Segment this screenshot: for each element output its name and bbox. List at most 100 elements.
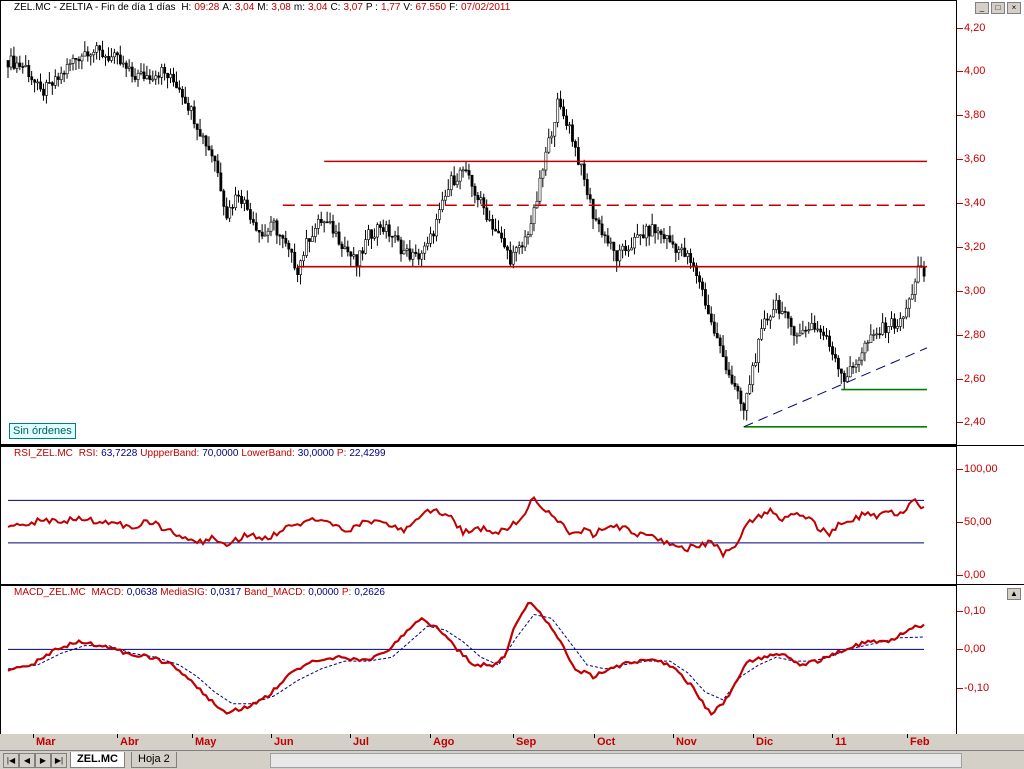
x-tick-label: Jul (353, 736, 369, 748)
candle-body (12, 55, 16, 69)
candle-body (532, 207, 536, 225)
next-sheet-icon[interactable]: ▶ (35, 753, 51, 768)
price-field-label: m: (293, 2, 305, 13)
candle-body (118, 54, 122, 65)
candle-body (104, 55, 108, 58)
candle-body (860, 352, 864, 361)
price-field-value: 3,07 (343, 2, 363, 13)
candle-body (53, 76, 57, 86)
first-sheet-icon[interactable]: |◀ (3, 753, 19, 768)
horizontal-scrollbar[interactable] (270, 753, 962, 768)
candle-body (133, 76, 137, 80)
candle-body (603, 234, 607, 237)
macd-line (7, 601, 925, 717)
candle-body (272, 220, 276, 223)
candle-body (65, 64, 69, 75)
price-chart[interactable] (0, 0, 957, 445)
candle-body (275, 220, 279, 236)
close-icon[interactable]: × (1007, 2, 1021, 14)
candle-body (854, 363, 858, 368)
candle-body (656, 230, 660, 234)
candle-body (213, 155, 217, 162)
candle-body (529, 223, 533, 235)
candle-body (121, 62, 125, 65)
price-header: ZEL.MC - ZELTIA - Fin de día 1 días H: 09… (14, 2, 513, 13)
price-field-value: 09:28 (194, 2, 220, 13)
x-tick-label: Oct (597, 736, 616, 748)
candle-body (98, 45, 102, 51)
candle-body (148, 75, 152, 80)
candle-body (686, 253, 690, 257)
candle-body (263, 234, 267, 237)
y-tick (957, 610, 963, 612)
candle-body (358, 250, 362, 267)
macd-y-axis: 0,10 0,00 -0,10 (957, 585, 1024, 735)
trend-line[interactable] (743, 347, 928, 428)
sheet-tab-bar: |◀ ◀ ▶ ▶| ZEL.MC Hoja 2 (0, 750, 1024, 769)
candle-body (701, 281, 704, 290)
macd-chart[interactable] (0, 585, 957, 735)
candle-body (305, 238, 308, 256)
candle-body (361, 250, 365, 254)
candle-body (523, 236, 527, 248)
price-y-axis: 4,20 4,00 3,80 3,60 3,40 3,20 3,00 2,80 2,60 2,40 (957, 0, 1024, 445)
candle-body (878, 333, 882, 336)
candle-body (715, 332, 719, 339)
candle-body (334, 231, 338, 234)
y-tick-label: 3,20 (964, 240, 986, 253)
y-tick-label: 2,40 (964, 416, 986, 429)
candle-body (169, 73, 173, 79)
candle-body (384, 224, 388, 232)
candle-body (219, 172, 223, 192)
orders-badge[interactable]: Sin órdenes (9, 423, 76, 439)
tab-hoja-2[interactable]: Hoja 2 (131, 752, 177, 768)
candle-body (473, 186, 477, 196)
prev-sheet-icon[interactable]: ◀ (19, 753, 35, 768)
macd-field-label: P: (341, 587, 352, 598)
price-plot-area[interactable] (0, 0, 957, 445)
candle-body (633, 236, 636, 249)
candle-body (311, 236, 314, 242)
rsi-field-value: 30,0000 (297, 448, 334, 459)
y-tick (957, 290, 963, 292)
candle-body (172, 73, 175, 83)
candle-body (848, 366, 852, 378)
candle-body (243, 199, 246, 204)
y-tick-label: 4,00 (964, 65, 986, 78)
tab-zel-mc[interactable]: ZEL.MC (70, 752, 125, 768)
candle-body (727, 369, 731, 376)
price-field-value: 67.550 (415, 2, 447, 13)
price-pane[interactable]: ZEL.MC - ZELTIA - Fin de día 1 días H: 09… (0, 0, 1024, 445)
candle-body (411, 251, 415, 260)
candle-body (408, 248, 412, 260)
minimize-icon[interactable]: _ (975, 2, 989, 14)
candle-body (325, 221, 329, 224)
candle-body (630, 247, 633, 251)
candle-body (127, 66, 131, 69)
macd-pane[interactable]: MACD_ZEL.MC MACD: 0,0638 MediaSIG: 0,0317 Ba… (0, 584, 1024, 735)
y-tick-label: 0,00 (964, 568, 986, 581)
candle-body (683, 247, 687, 257)
maximize-icon[interactable]: □ (991, 2, 1005, 14)
rsi-chart[interactable] (0, 446, 957, 585)
candle-body (51, 82, 54, 86)
x-tick (350, 734, 351, 738)
rsi-header: RSI_ZEL.MC RSI: 63,7228 UppperBand: 70,0000… (14, 448, 389, 459)
y-tick (957, 521, 963, 523)
candle-body (225, 206, 229, 219)
candle-body (266, 230, 270, 236)
candle-body (621, 245, 625, 251)
rsi-pane[interactable]: RSI_ZEL.MC RSI: 63,7228 UppperBand: 70,0000… (0, 445, 1024, 585)
candle-body (585, 179, 589, 195)
candle-body (189, 106, 193, 111)
scroll-up-icon[interactable]: ▲ (1007, 588, 1021, 600)
price-field-value: 3,04 (234, 2, 255, 13)
y-tick (957, 115, 963, 117)
y-tick (957, 71, 963, 73)
candle-body (511, 251, 515, 265)
candle-body (612, 241, 616, 251)
candle-body (893, 318, 896, 329)
last-sheet-icon[interactable]: ▶| (51, 753, 67, 768)
x-tick-label: Dic (756, 736, 774, 748)
candle-body (742, 403, 746, 411)
